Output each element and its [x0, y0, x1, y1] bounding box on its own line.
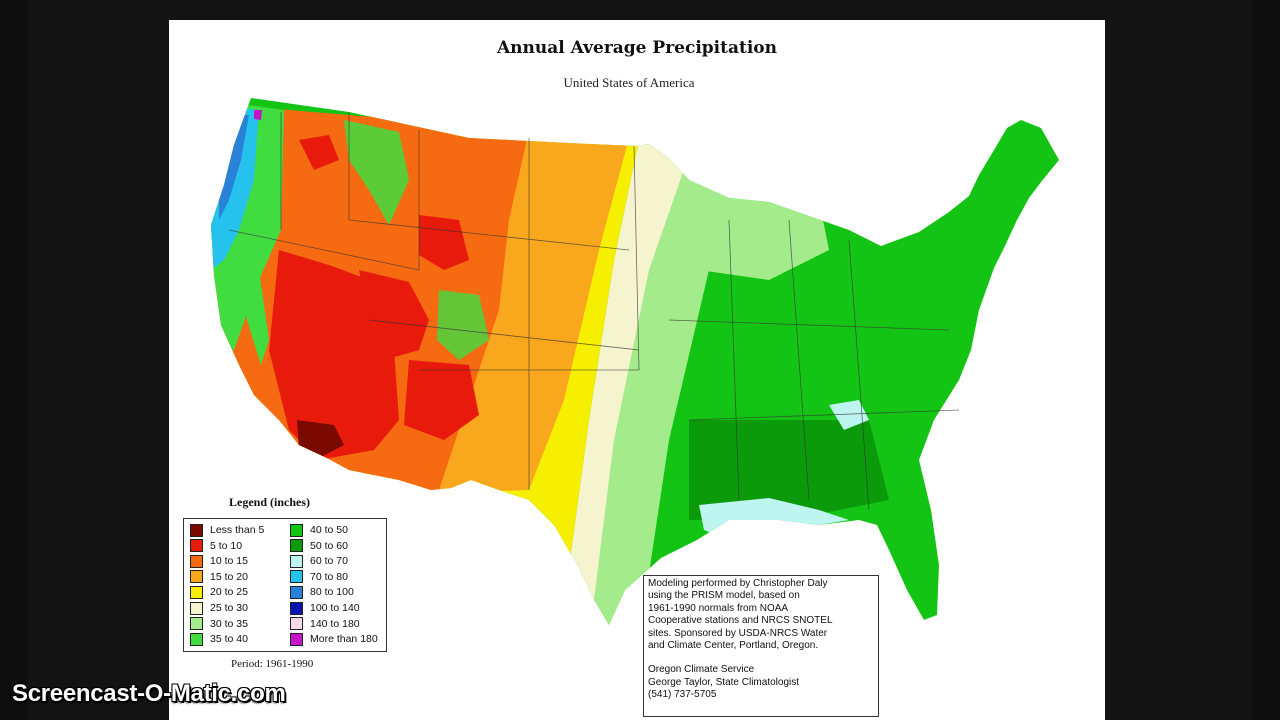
credit-line: Modeling performed by Christopher Daly — [648, 578, 828, 589]
legend-label: 35 to 40 — [210, 633, 248, 646]
legend-swatch — [190, 523, 203, 537]
legend-item: 140 to 180 — [290, 617, 360, 631]
legend-label: 10 to 15 — [210, 555, 248, 568]
region-great-basin-red — [359, 270, 429, 360]
credit-org-line: (541) 737-5705 — [648, 689, 717, 701]
legend-label: More than 180 — [310, 633, 378, 646]
legend-item: Less than 5 — [190, 523, 264, 537]
left-letterbox — [0, 0, 28, 720]
region-appalachian-cyan — [829, 400, 869, 430]
legend-item: 60 to 70 — [290, 554, 348, 568]
legend-label: 80 to 100 — [310, 586, 354, 599]
legend-label: 50 to 60 — [310, 539, 348, 552]
legend-swatch — [290, 554, 303, 568]
credit-line: Cooperative stations and NRCS SNOTEL — [648, 615, 833, 627]
legend-swatch — [190, 601, 203, 615]
legend-label: 60 to 70 — [310, 555, 348, 568]
legend-swatch — [190, 570, 203, 584]
legend-label: 15 to 20 — [210, 570, 248, 583]
us-precipitation-map — [211, 98, 1059, 625]
credits-box: Modeling performed by Christopher Daly u… — [643, 575, 879, 717]
legend-label: 30 to 35 — [210, 617, 248, 630]
credit-org-line: George Taylor, State Climatologist — [648, 676, 800, 688]
legend-item: 40 to 50 — [290, 523, 348, 537]
credit-org-line: Oregon Climate Service — [648, 664, 755, 676]
region-pale-band — [559, 140, 689, 625]
legend-swatch — [290, 539, 303, 553]
region-nm-red — [404, 360, 479, 440]
legend-swatch — [190, 632, 203, 646]
legend-item: 30 to 35 — [190, 617, 248, 631]
legend-label: 100 to 140 — [310, 602, 360, 614]
legend-swatch — [190, 585, 203, 599]
legend-item: 70 to 80 — [290, 570, 348, 584]
legend-label: 140 to 180 — [310, 617, 360, 630]
legend-swatch — [290, 617, 303, 631]
region-colorado-green — [437, 290, 489, 360]
map-title: Annual Average Precipitation — [496, 38, 778, 58]
legend-label: Less than 5 — [210, 524, 265, 536]
legend-box: Less than 5 5 to 10 10 to 15 15 to 20 20 to … — [183, 518, 387, 652]
legend-title: Legend (inches) — [229, 495, 310, 509]
period-label: Period: 1961-1990 — [231, 658, 314, 670]
credit-line: using the PRISM model, based on — [648, 590, 800, 602]
credit-line: sites. Sponsored by USDA-NRCS Water — [648, 627, 828, 639]
legend-swatch — [190, 554, 203, 568]
region-desert-darkest — [297, 420, 344, 458]
region-light-green-band — [589, 140, 729, 625]
legend-item: 100 to 140 — [290, 601, 360, 615]
region-idaho-red — [299, 135, 339, 170]
legend-item: More than 180 — [290, 632, 378, 646]
legend-item: 10 to 15 — [190, 554, 248, 568]
credit-line: and Climate Center, Portland, Oregon. — [648, 640, 819, 652]
region-rockies-green — [344, 120, 409, 225]
legend-swatch — [190, 539, 203, 553]
legend-label: 25 to 30 — [210, 602, 248, 614]
state-borders — [228, 112, 960, 511]
legend-item: 50 to 60 — [290, 539, 348, 553]
map-subtitle: United States of America — [563, 75, 695, 90]
legend-label: 70 to 80 — [310, 570, 348, 583]
legend-swatch — [290, 523, 303, 537]
legend-item: 35 to 40 — [190, 632, 248, 646]
credit-line: 1961-1990 normals from NOAA — [648, 602, 789, 614]
credit-gap — [648, 652, 874, 664]
screencast-watermark: Screencast-O-Matic.com — [12, 680, 286, 707]
legend-swatch — [290, 585, 303, 599]
legend-label: 20 to 25 — [210, 586, 248, 599]
legend-swatch — [290, 601, 303, 615]
precipitation-map-figure: Annual Average Precipitation United Stat… — [169, 20, 1105, 720]
legend-item: 5 to 10 — [190, 539, 242, 553]
legend-swatch — [290, 570, 303, 584]
right-letterbox — [1252, 0, 1280, 720]
legend-item: 80 to 100 — [290, 585, 354, 599]
legend-label: 40 to 50 — [310, 524, 348, 536]
legend-swatch — [190, 617, 203, 631]
legend-item: 15 to 20 — [190, 570, 248, 584]
legend-item: 20 to 25 — [190, 585, 248, 599]
legend-item: 25 to 30 — [190, 601, 248, 615]
legend-label: 5 to 10 — [210, 539, 243, 552]
region-olympic-magenta — [254, 110, 262, 120]
legend-swatch — [290, 632, 303, 646]
